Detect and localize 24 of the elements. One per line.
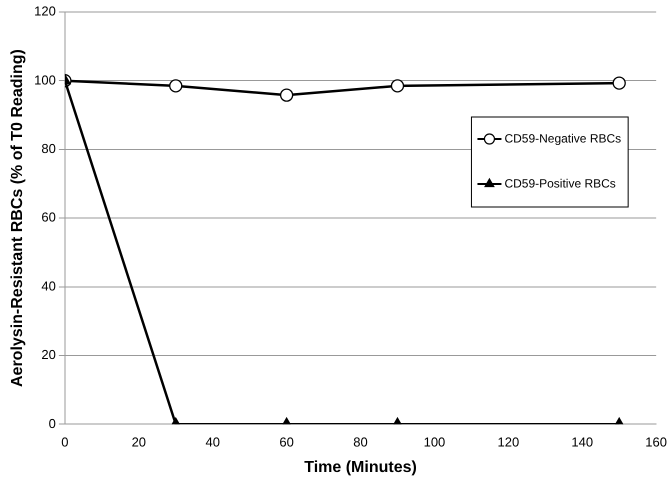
x-tick-label: 80 [353, 434, 368, 450]
point [169, 79, 182, 93]
point [280, 88, 294, 102]
y-tick-label: 120 [34, 4, 56, 19]
x-tick-label: 140 [571, 434, 594, 450]
y-tick-label: 40 [41, 278, 56, 294]
x-tick-label: 120 [497, 434, 520, 450]
y-axis-title: Aerolysin-Resistant RBCs (% of T0 Reading) [9, 49, 26, 388]
legend-label: CD59-Positive RBCs [504, 176, 616, 190]
y-tick-label: 0 [48, 416, 56, 431]
y-tick-label: 80 [41, 140, 56, 156]
x-tick-label: 160 [645, 434, 668, 450]
x-tick-label: 100 [424, 434, 446, 450]
x-axis-title: Time (Minutes) [304, 458, 417, 476]
y-tick-label: 60 [41, 210, 56, 225]
point [390, 79, 404, 93]
x-tick-label: 40 [205, 434, 220, 450]
y-tick-label: 100 [34, 72, 56, 88]
x-tick-label: 0 [61, 434, 69, 450]
legend-label: CD59-Negative RBCs [504, 131, 622, 146]
y-tick-label: 20 [41, 347, 56, 362]
x-tick-label: 20 [132, 434, 146, 450]
x-tick-label: 60 [279, 434, 294, 450]
point [612, 76, 626, 90]
